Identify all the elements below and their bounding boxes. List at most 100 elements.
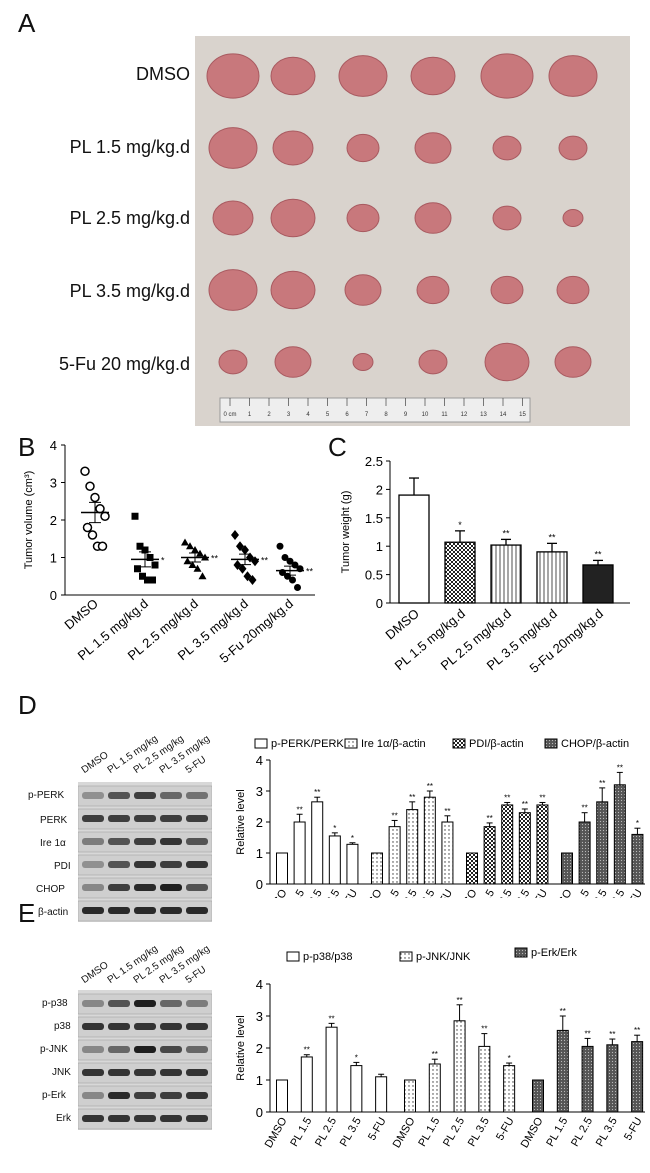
blot-band [160,861,182,868]
bar [631,1041,644,1113]
data-point [238,563,247,574]
tumor-specimen [492,135,522,161]
legend-swatch [286,951,300,962]
bar [518,812,531,885]
significance-mark: * [161,555,165,565]
significance-mark: * [458,520,462,530]
data-point [82,522,93,533]
panel-letter-d: D [18,690,37,720]
blot-band [186,1023,208,1030]
bar [536,551,568,604]
significance-mark: ** [504,793,510,802]
tumor-specimen [212,200,254,236]
x-tick-label: 5-FU [337,887,360,898]
x-tick-label: PL 1.5 [566,888,592,899]
blot-band [134,815,156,822]
y-tick-label: 4 [256,977,263,992]
y-axis-label: Relative level [235,789,247,854]
tumor-specimen [410,56,456,96]
x-tick-label: 5-FU [432,887,455,898]
ruler-number: 7 [365,412,369,418]
bar [441,821,454,885]
blot-band [82,884,104,891]
y-axis-label: Tumor weight (g) [340,491,352,574]
data-point [85,481,95,491]
y-tick-label: 4 [50,440,57,453]
significance-mark: ** [502,528,510,538]
bar [423,796,436,885]
significance-mark: * [351,834,354,843]
bar [276,1079,288,1113]
legend-label: PDI/β-actin [469,738,524,750]
legend-swatch [452,738,466,749]
bar [398,494,430,604]
data-point [149,576,156,584]
data-point [191,546,199,553]
ruler-number: 9 [404,412,408,418]
bar [582,564,614,604]
bar [311,801,324,885]
data-point [284,572,291,580]
tumor-specimen [490,275,524,305]
blot-label: β-actin [38,907,69,918]
blot-band [108,838,130,845]
blot-band [134,1046,156,1053]
blot-band [186,1046,208,1053]
significance-mark: ** [456,996,462,1005]
data-point [95,504,105,514]
x-tick-label: DMSO [453,887,480,898]
blot-label: p38 [54,1021,71,1032]
significance-mark: ** [328,1014,334,1023]
significance-mark: ** [560,1007,566,1016]
x-tick-label: PL 1.5 [376,888,402,899]
bar [406,809,419,885]
significance-mark: ** [594,549,602,559]
ruler [219,397,531,423]
significance-mark: ** [306,567,314,577]
blot-band [186,838,208,845]
y-axis-label: Tumor volume (cm³) [23,471,35,570]
blot-band [134,1069,156,1076]
blot-band [82,1092,104,1099]
ruler-number: 1 [248,412,252,418]
lane-label: DMSO [79,749,111,776]
blot-label: Erk [56,1113,71,1124]
tumor-specimen [270,198,316,238]
data-point [198,572,207,580]
blot-band [134,907,156,914]
x-tick-label: PL 3.5 [506,888,532,899]
bar [606,1044,619,1113]
data-point [80,466,90,476]
legend-label: p-PERK/PERK [271,738,344,750]
blot-label: PERK [40,815,68,826]
x-tick-label: PL 3.5 [316,888,342,899]
data-point [146,554,154,561]
data-point [281,554,289,561]
blot-label: p-JNK [40,1044,68,1055]
x-tick-label: PL 1.5 [416,1116,442,1149]
y-tick-label: 2 [256,815,263,830]
y-tick-label: 2 [376,482,383,497]
y-tick-label: 1 [376,539,383,554]
blot-band [108,1069,130,1076]
x-tick-label: PL 1.5 [544,1116,570,1149]
x-tick-label: DMSO [263,1115,290,1150]
blot-band [82,815,104,822]
bar [478,1045,491,1113]
x-tick-label: DMSO [391,1115,418,1150]
data-point [294,584,301,591]
blot-band [160,792,182,799]
y-tick-label: 1.5 [365,511,383,526]
tumor-specimen [274,346,312,378]
significance-mark: * [508,1054,511,1063]
tumor-specimen [556,275,590,305]
legend-label: CHOP/β-actin [561,738,629,750]
ruler-number: 11 [441,412,448,418]
x-tick-label: DMSO [519,1115,546,1150]
data-point [289,576,296,584]
y-tick-label: 2 [256,1041,263,1056]
significance-mark: ** [432,1050,438,1059]
tumor-specimen [208,127,258,169]
